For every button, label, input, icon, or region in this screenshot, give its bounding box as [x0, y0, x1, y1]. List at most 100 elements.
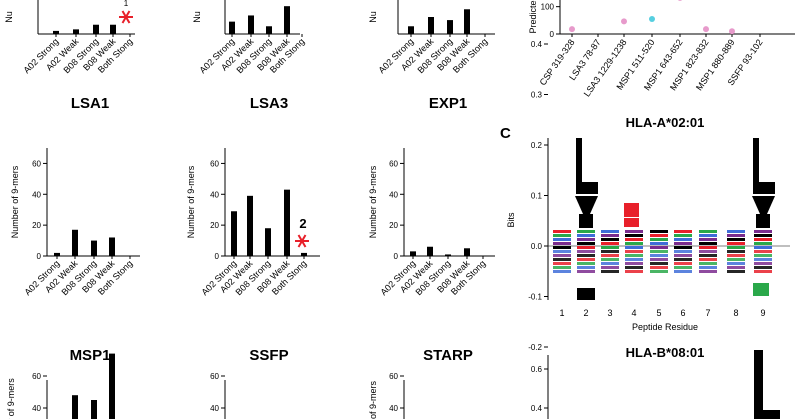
- data-point: [677, 0, 683, 1]
- panel-title: LSA1: [71, 95, 109, 112]
- logo-minor-letter: [699, 254, 717, 257]
- y-axis-label: Predicte: [528, 0, 538, 33]
- logo-minor-letter: [699, 266, 717, 269]
- bar: [229, 21, 235, 34]
- logo-minor-letter: [601, 234, 619, 237]
- logo-minor-letter: [650, 242, 668, 245]
- logo-letter-L: [753, 138, 759, 186]
- logo-minor-letter: [625, 234, 643, 237]
- y-tick-label: 20: [32, 221, 41, 230]
- logo-minor-letter: [625, 250, 643, 253]
- logo-minor-letter: [650, 254, 668, 257]
- logo-minor-letter: [699, 258, 717, 261]
- bar: [265, 228, 271, 256]
- residue-number: 5: [656, 308, 661, 318]
- residue-number: 9: [760, 308, 765, 318]
- logo-letter-V: [752, 196, 775, 214]
- y-tick-label: -0.1: [528, 293, 542, 302]
- logo-minor-letter: [699, 242, 717, 245]
- logo-letter-D: [624, 218, 639, 227]
- logo-minor-letter: [727, 262, 745, 265]
- logo-minor-letter: [625, 230, 643, 233]
- logo-minor-letter: [754, 242, 772, 245]
- y-tick-label: 60: [389, 159, 398, 168]
- panel-title: LSA3: [250, 95, 288, 112]
- logo-minor-letter: [601, 246, 619, 249]
- logo-minor-letter: [553, 262, 571, 265]
- y-axis-label: Nu: [368, 11, 378, 23]
- panel-title: SSFP: [249, 347, 288, 364]
- bar: [247, 195, 253, 256]
- logo-minor-letter: [727, 258, 745, 261]
- logo-minor-letter: [650, 238, 668, 241]
- logo-minor-letter: [577, 242, 595, 245]
- logo-minor-letter: [727, 234, 745, 237]
- logo-minor-letter: [699, 230, 717, 233]
- y-tick-label: 40: [389, 190, 398, 199]
- logo-minor-letter: [699, 262, 717, 265]
- logo-minor-letter: [650, 246, 668, 249]
- y-tick-label: 60: [32, 372, 41, 381]
- data-point: [569, 26, 575, 33]
- bar: [284, 6, 290, 34]
- logo-minor-letter: [699, 234, 717, 237]
- logo-minor-letter: [674, 250, 692, 253]
- y-tick-label: 20: [389, 221, 398, 230]
- y-axis-label: Number of 9-mers: [186, 165, 196, 238]
- logo-minor-letter: [727, 230, 745, 233]
- bar: [231, 211, 237, 256]
- logo-minor-letter: [577, 254, 595, 257]
- logo-letter-V: [575, 196, 598, 214]
- y-tick-label: 0.6: [531, 365, 543, 374]
- bar: [93, 24, 99, 34]
- logo-letter-I: [579, 214, 593, 228]
- bar: [427, 246, 433, 256]
- logo-minor-letter: [699, 238, 717, 241]
- y-tick-label: 60: [389, 372, 398, 381]
- logo-minor-letter: [754, 266, 772, 269]
- logo-letter-L: [754, 410, 780, 419]
- y-tick-label: 40: [210, 404, 219, 413]
- logo-minor-letter: [553, 258, 571, 261]
- logo-minor-letter: [625, 262, 643, 265]
- logo-minor-letter: [754, 258, 772, 261]
- logo-minor-letter: [601, 238, 619, 241]
- y-tick-label: 0: [550, 30, 555, 39]
- logo-minor-letter: [674, 238, 692, 241]
- annotation-label: 1: [124, 0, 129, 8]
- logo-minor-letter: [674, 246, 692, 249]
- bar: [464, 248, 470, 256]
- y-tick-label: 20: [210, 221, 219, 230]
- bar: [428, 17, 434, 34]
- bar: [53, 30, 59, 34]
- logo-minor-letter: [754, 246, 772, 249]
- logo-minor-letter: [727, 250, 745, 253]
- bar: [91, 400, 97, 419]
- y-axis-label: r of 9-mers: [6, 378, 16, 419]
- data-point: [703, 26, 709, 33]
- logo-minor-letter: [727, 254, 745, 257]
- logo-minor-letter: [754, 234, 772, 237]
- residue-number: 6: [680, 308, 685, 318]
- y-tick-label: 0.1: [531, 192, 543, 201]
- logo-minor-letter: [625, 242, 643, 245]
- logo-minor-letter: [601, 270, 619, 273]
- data-point: [621, 18, 627, 25]
- logo-letter-A: [577, 288, 595, 300]
- y-axis-label: Nu: [192, 11, 202, 23]
- panel-title: EXP1: [429, 95, 467, 112]
- logo-minor-letter: [625, 238, 643, 241]
- y-tick-label: 0.2: [531, 141, 543, 150]
- logo-minor-letter: [577, 246, 595, 249]
- data-point: [649, 15, 655, 22]
- logo-minor-letter: [577, 258, 595, 261]
- y-tick-label: 40: [32, 404, 41, 413]
- y-tick-label: 0: [215, 252, 220, 261]
- y-tick-label: 0.4: [531, 40, 543, 49]
- logo-minor-letter: [577, 270, 595, 273]
- logo-minor-letter: [727, 270, 745, 273]
- logo-minor-letter: [601, 242, 619, 245]
- bar: [109, 353, 115, 419]
- logo-letter-L: [754, 350, 763, 419]
- logo-letter-L: [576, 138, 582, 186]
